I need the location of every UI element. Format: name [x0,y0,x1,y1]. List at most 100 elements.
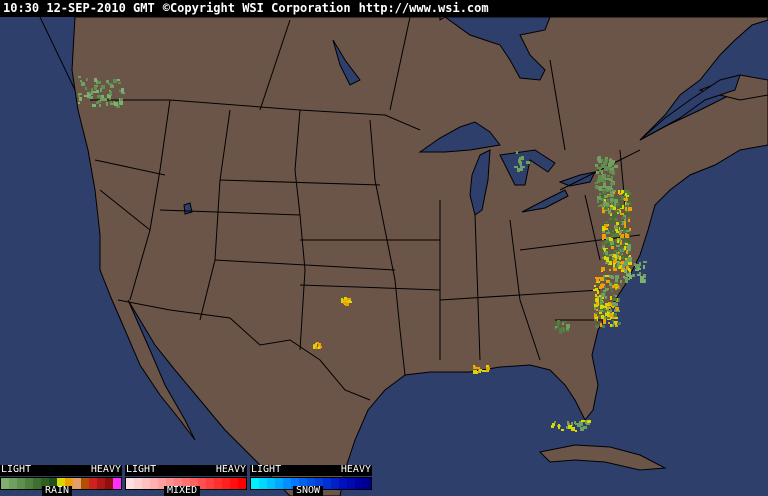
radar-echo [520,167,523,171]
radar-echo [610,213,612,216]
radar-echo [628,257,632,261]
radar-echo [526,161,530,164]
radar-echo [605,288,609,290]
radar-echo [121,88,124,92]
radar-echo [596,302,598,305]
radar-echo [609,258,612,261]
radar-echo [612,191,615,194]
lake-superior [418,121,501,153]
radar-echo [628,202,631,205]
radar-echo [521,157,523,160]
radar-echo [614,313,617,317]
radar-echo [600,301,604,303]
radar-echo [612,167,614,171]
legend-snow-light: LIGHT [251,464,282,475]
radar-echo [566,324,570,328]
legend-swatch [347,478,355,489]
radar-echo [615,325,618,327]
radar-echo [98,81,101,84]
radar-echo [517,168,520,172]
radar-echo [617,286,620,289]
radar-echo [611,290,613,292]
radar-echo [625,205,629,207]
radar-echo [561,429,564,431]
radar-echo [610,296,612,299]
radar-echo [628,217,630,220]
radar-echo [621,217,625,219]
radar-echo [89,96,93,99]
legend-mixed-scale [125,477,247,490]
legend-swatch [142,478,150,489]
radar-echo [640,279,644,283]
radar-echo [601,198,604,201]
radar-echo [608,166,611,170]
radar-echo [612,171,615,175]
radar-echo [106,80,109,83]
radar-echo [601,195,604,199]
radar-echo [602,243,604,246]
radar-echo [516,151,518,154]
radar-echo [96,101,99,104]
radar-echo [623,196,626,198]
radar-echo [615,295,617,297]
radar-echo [625,243,628,245]
radar-echo [606,255,609,257]
legend-rain: LIGHT HEAVY RAIN [0,465,122,496]
legend-swatch [105,478,113,489]
legend-swatch [49,478,57,489]
legend-swatch [283,478,291,489]
radar-echo [604,256,606,260]
legend-swatch [17,478,25,489]
radar-echo [598,315,601,318]
legend-swatch [267,478,275,489]
radar-echo [514,166,518,168]
radar-echo [598,186,602,190]
legend-swatch [33,478,41,489]
legend-swatch [166,478,174,489]
radar-echo [643,265,645,269]
radar-echo [607,199,609,201]
radar-echo [610,182,614,185]
radar-echo [609,303,612,305]
radar-echo [551,425,554,428]
radar-echo [618,204,622,208]
legend-swatch [158,478,166,489]
radar-echo [94,86,97,90]
radar-echo [107,94,111,98]
radar-echo [609,170,612,173]
radar-echo [100,97,103,101]
radar-echo [613,196,615,199]
radar-echo [616,231,618,233]
legend-snow: LIGHT HEAVY SNOW [250,464,372,496]
radar-echo [615,279,618,282]
radar-echo [607,308,609,311]
radar-echo [628,268,630,271]
radar-echo [93,91,96,93]
radar-echo [600,305,604,309]
radar-echo [618,248,620,252]
radar-echo [567,421,569,425]
radar-echo [618,190,620,194]
radar-echo [594,285,596,287]
map-canvas [39,17,768,496]
radar-echo [624,255,628,258]
legend-swatch [363,478,371,489]
radar-echo [520,165,522,167]
radar-echo [348,301,352,303]
legend-swatch [315,478,323,489]
legend-swatch [81,478,89,489]
radar-echo [595,298,599,301]
radar-echo [619,238,621,242]
radar-echo [602,190,606,194]
radar-echo [609,218,612,220]
radar-echo [594,304,598,307]
radar-echo [614,242,616,246]
radar-echo [486,365,489,368]
radar-echo [103,98,107,101]
radar-echo [626,230,630,232]
radar-echo [627,278,630,280]
radar-echo [603,308,606,312]
legend-swatch [41,478,49,489]
radar-echo [600,204,604,207]
radar-echo [608,163,612,167]
